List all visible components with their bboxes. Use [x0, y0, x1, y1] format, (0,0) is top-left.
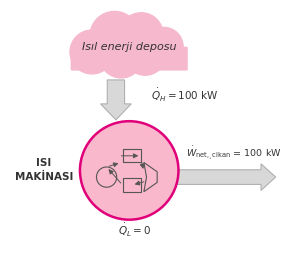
Text: ISI
MAKİNASI: ISI MAKİNASI: [15, 158, 73, 182]
Polygon shape: [176, 164, 276, 190]
FancyBboxPatch shape: [123, 178, 141, 192]
Text: $\dot{Q}_H = 100$ kW: $\dot{Q}_H = 100$ kW: [151, 87, 218, 104]
Circle shape: [124, 33, 166, 76]
FancyBboxPatch shape: [71, 47, 188, 70]
Text: Isıl enerji deposu: Isıl enerji deposu: [82, 42, 177, 52]
Circle shape: [80, 121, 178, 220]
Circle shape: [144, 27, 184, 67]
Polygon shape: [144, 162, 157, 192]
Circle shape: [89, 11, 140, 61]
Circle shape: [118, 12, 164, 57]
FancyBboxPatch shape: [123, 149, 141, 162]
Circle shape: [96, 167, 117, 187]
Circle shape: [69, 29, 114, 75]
Text: $\dot{Q}_L = 0$: $\dot{Q}_L = 0$: [118, 222, 151, 239]
Circle shape: [99, 33, 144, 79]
Polygon shape: [101, 80, 131, 120]
Text: $\dot{W}_{\rm net,\ \c{c}ikan}$ = 100 kW: $\dot{W}_{\rm net,\ \c{c}ikan}$ = 100 kW: [186, 144, 282, 162]
